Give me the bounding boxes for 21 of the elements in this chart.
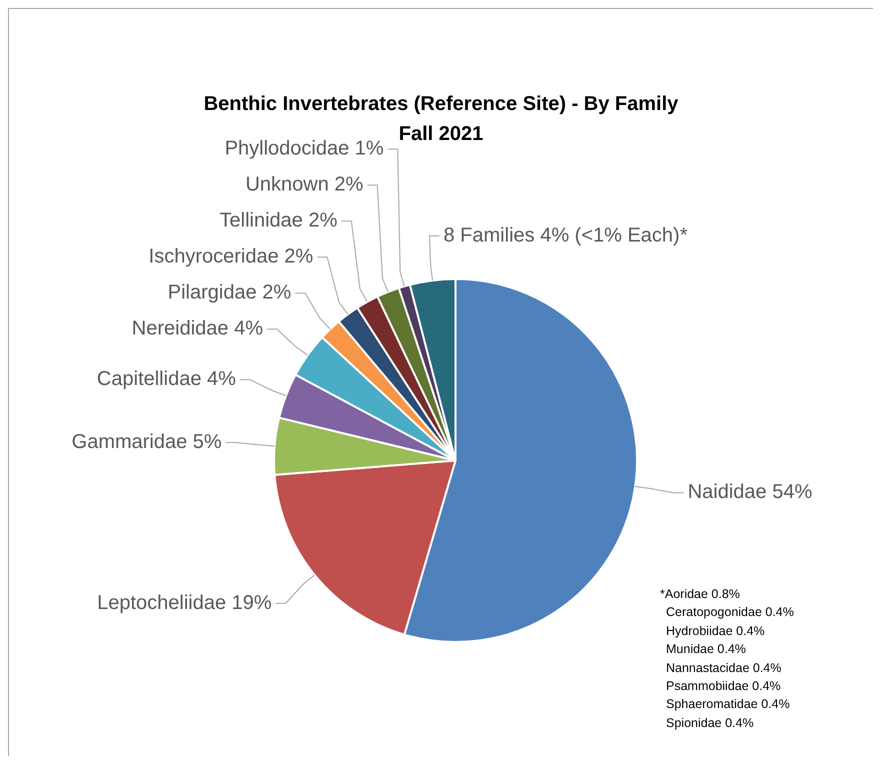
slice-label: Tellinidae 2% xyxy=(220,210,338,232)
slice-label: 8 Families 4% (<1% Each)* xyxy=(444,224,688,246)
text: *Aoridae 0.8% xyxy=(660,586,741,603)
text: Psammobiidae 0.4% xyxy=(665,678,782,696)
text: Ceratopogonidae 0.4% xyxy=(665,604,794,622)
slice-label: Naididae 54% xyxy=(688,481,812,504)
text: Hydrobiidae 0.4% xyxy=(665,622,766,640)
chart-title: Benthic Invertebrates (Reference Site) - By Family xyxy=(202,92,680,117)
slice-label: Pilargidae 2% xyxy=(168,282,292,304)
text: Munidae 0.4% xyxy=(665,641,747,658)
text: Sphaeromatidae 0.4% xyxy=(665,696,791,714)
slice-label: Ischyroceridae 2% xyxy=(148,246,314,268)
text: Nannastacidae 0.4% xyxy=(665,660,782,677)
slice-label: Capitellidae 4% xyxy=(96,368,236,390)
slice-label: Gammaridae 5% xyxy=(72,431,222,454)
slice-label: Nereididae 4% xyxy=(132,318,264,340)
slice-label: Leptocheliidae 19% xyxy=(97,592,272,614)
slice-label: Unknown 2% xyxy=(245,174,364,196)
slice-label: Phyllodocidae 1% xyxy=(224,138,384,160)
chart-subtitle: Fall 2021 xyxy=(398,123,484,145)
text: Spionidae 0.4% xyxy=(665,714,755,732)
